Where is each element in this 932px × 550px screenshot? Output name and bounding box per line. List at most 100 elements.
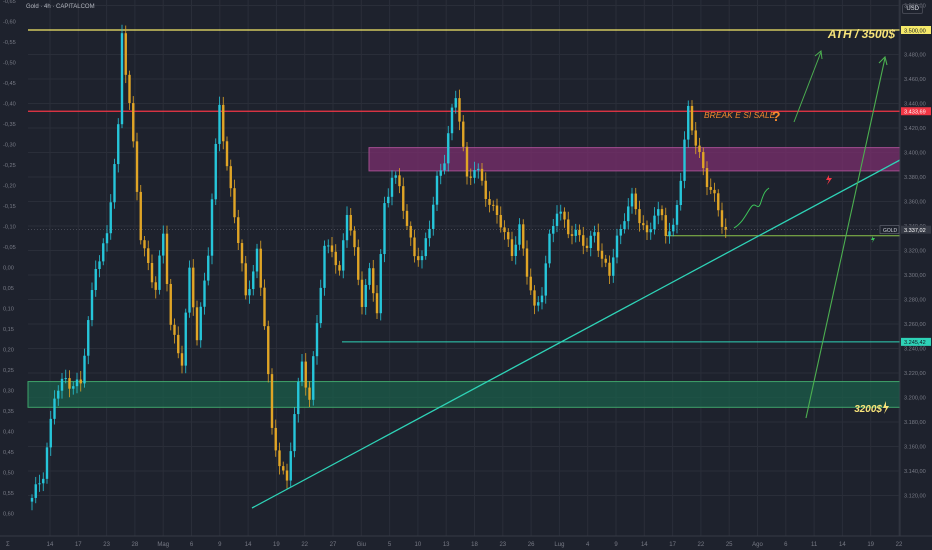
candle-body: [694, 130, 697, 146]
left-axis-tick: -0,55: [3, 40, 16, 46]
candle-body: [555, 213, 559, 226]
left-axis: -0,65 -0,60 -0,55 -0,50 -0,45 -0,40 -0,35 -0,30…: [3, 0, 16, 518]
candle-body: [630, 193, 634, 207]
candle-body: [649, 229, 652, 233]
lightning-icon-green: [871, 236, 875, 243]
drawings[interactable]: [251, 50, 901, 509]
candle-body: [574, 229, 577, 236]
candle-body: [293, 414, 296, 452]
candle-body: [169, 283, 172, 325]
candle-body: [214, 143, 217, 200]
right-axis-tick: 3.320,00: [904, 249, 926, 255]
x-axis-tick: Mag: [157, 542, 169, 548]
candle-body: [518, 224, 521, 245]
candle-body: [634, 193, 637, 210]
price-tag-red: [901, 107, 931, 116]
annotation-break: BREAK E SI SALE: [704, 110, 776, 120]
right-axis-tick: 3.360,00: [904, 200, 926, 206]
candle-body: [664, 215, 667, 236]
candle-body: [113, 164, 116, 203]
candle-body: [158, 255, 161, 290]
candle-body: [278, 450, 281, 467]
candle-body: [705, 168, 709, 188]
arrow-head-long: [878, 55, 888, 66]
candle-body: [60, 378, 64, 391]
right-axis-background: [900, 0, 932, 550]
x-axis-tick: 17: [75, 542, 82, 548]
candle-body: [447, 133, 450, 164]
candle-body: [597, 232, 600, 251]
arrow-up-long: [805, 57, 886, 419]
candle-body: [30, 497, 34, 502]
candle-body: [567, 219, 570, 235]
x-axis-tick: 22: [301, 542, 308, 548]
candle-body: [124, 33, 127, 75]
candle-body: [162, 233, 165, 256]
candles: [30, 24, 727, 511]
candle-body: [225, 141, 229, 167]
annotation-ath: ATH / 3500$: [827, 27, 895, 41]
candle-body: [338, 265, 341, 271]
candle-body: [570, 234, 574, 236]
candle-body: [499, 214, 502, 228]
candle-body: [529, 276, 532, 291]
candle-body: [424, 238, 427, 257]
left-axis-tick: 0,10: [3, 307, 14, 313]
candle-body: [533, 290, 536, 306]
right-axis-tick: 3.400,00: [904, 151, 926, 157]
candle-body: [672, 224, 675, 232]
right-axis[interactable]: 3.520,00 3.500,00 3.480,00 3.460,00 3.440,00…: [879, 0, 932, 550]
candle-body: [255, 248, 259, 272]
candle-body: [638, 209, 641, 224]
candle-body: [387, 196, 390, 204]
candle-body: [548, 233, 551, 264]
candle-body: [420, 256, 424, 261]
candle-body: [90, 290, 94, 321]
price-tag-support: [901, 337, 931, 346]
candle-body: [42, 478, 45, 484]
candle-body: [319, 287, 322, 324]
candle-body: [582, 235, 585, 246]
candle-body: [503, 227, 506, 233]
candle-body: [720, 210, 724, 227]
right-axis-tick: 3.160,00: [904, 445, 926, 451]
price-tag-ath: [901, 26, 931, 34]
candle-body: [559, 211, 562, 214]
candle-body: [450, 107, 454, 134]
x-axis-tick: 11: [811, 542, 818, 548]
candle-body: [72, 386, 75, 389]
candle-body: [612, 257, 615, 276]
candle-body: [604, 258, 607, 263]
candle-body: [724, 226, 727, 230]
x-axis-tick: 9: [614, 542, 618, 548]
symbol-title[interactable]: Gold · 4h · CAPITALCOM: [26, 4, 95, 10]
candle-body: [563, 211, 566, 220]
candle-body: [240, 243, 244, 264]
candle-body: [713, 189, 716, 194]
last-price-tag: [901, 225, 931, 234]
currency-badge[interactable]: USD: [902, 4, 923, 14]
candle-body: [105, 233, 109, 244]
left-axis-tick: -0,05: [3, 245, 16, 251]
candle-body: [315, 323, 319, 357]
candle-body: [259, 248, 262, 288]
candle-body: [679, 180, 682, 206]
annotation-3200: 3200$: [854, 404, 882, 415]
candle-body: [488, 199, 491, 205]
last-price-symbol: GOLD: [883, 228, 898, 234]
right-axis-tick: 3.440,00: [904, 102, 926, 108]
x-axis-tick: 5: [388, 542, 392, 548]
candle-body: [68, 378, 71, 389]
candle-body: [443, 163, 446, 171]
right-axis-tick: 3.220,00: [904, 371, 926, 377]
candle-body: [454, 98, 457, 108]
candle-body: [229, 166, 232, 189]
candle-body: [514, 244, 517, 256]
candle-body: [248, 289, 251, 296]
x-axis[interactable]: 14 17 23 28 Mag 6 9 14 19 22 27 Giu 5 10 13 18 23 26 Lug 4 9…: [0, 535, 932, 550]
candle-body: [150, 262, 154, 283]
candle-body: [544, 263, 547, 296]
candle-body: [593, 232, 596, 236]
x-axis-tick: 18: [471, 542, 478, 548]
